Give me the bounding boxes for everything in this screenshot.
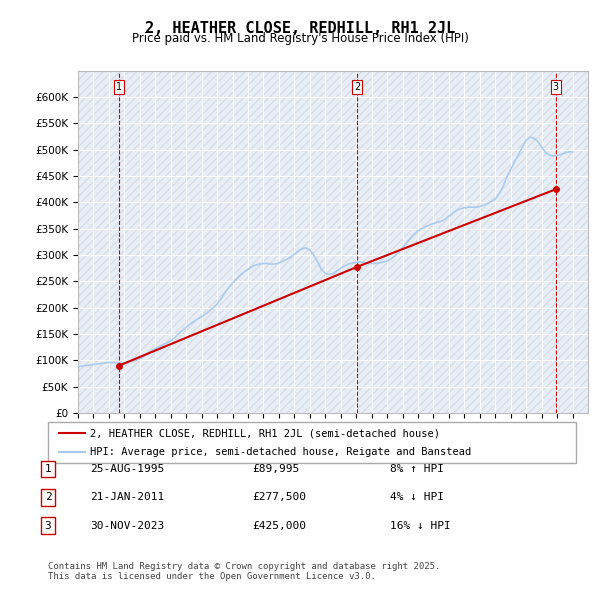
Text: £277,500: £277,500 [252, 493, 306, 502]
Text: 25-AUG-1995: 25-AUG-1995 [90, 464, 164, 474]
Text: HPI: Average price, semi-detached house, Reigate and Banstead: HPI: Average price, semi-detached house,… [90, 447, 472, 457]
Text: 1: 1 [44, 464, 52, 474]
Text: 2, HEATHER CLOSE, REDHILL, RH1 2JL (semi-detached house): 2, HEATHER CLOSE, REDHILL, RH1 2JL (semi… [90, 428, 440, 438]
Text: 30-NOV-2023: 30-NOV-2023 [90, 521, 164, 530]
Text: 2, HEATHER CLOSE, REDHILL, RH1 2JL: 2, HEATHER CLOSE, REDHILL, RH1 2JL [145, 21, 455, 35]
Text: 3: 3 [44, 521, 52, 530]
Text: Price paid vs. HM Land Registry's House Price Index (HPI): Price paid vs. HM Land Registry's House … [131, 32, 469, 45]
Text: 16% ↓ HPI: 16% ↓ HPI [390, 521, 451, 530]
Text: 3: 3 [553, 81, 559, 91]
Text: Contains HM Land Registry data © Crown copyright and database right 2025.
This d: Contains HM Land Registry data © Crown c… [48, 562, 440, 581]
Text: £425,000: £425,000 [252, 521, 306, 530]
Text: £89,995: £89,995 [252, 464, 299, 474]
Text: 8% ↑ HPI: 8% ↑ HPI [390, 464, 444, 474]
Text: 1: 1 [116, 81, 122, 91]
Text: 4% ↓ HPI: 4% ↓ HPI [390, 493, 444, 502]
Text: 21-JAN-2011: 21-JAN-2011 [90, 493, 164, 502]
Text: 2: 2 [44, 493, 52, 502]
Text: 2: 2 [354, 81, 360, 91]
FancyBboxPatch shape [48, 422, 576, 463]
